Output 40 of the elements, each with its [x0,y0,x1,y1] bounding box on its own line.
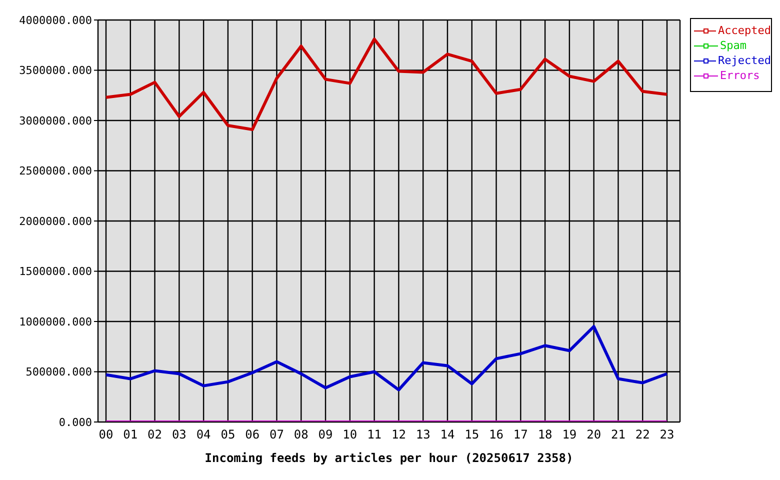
y-tick-label: 2500000.000 [19,164,92,178]
x-tick-label: 02 [148,428,162,442]
x-tick-label: 19 [562,428,577,442]
x-tick-label: 08 [294,428,308,442]
x-tick-label: 13 [416,428,430,442]
x-tick-label: 18 [538,428,552,442]
x-tick-label: 20 [586,428,602,442]
y-tick-label: 500000.000 [26,366,92,379]
x-tick-label: 04 [196,428,211,442]
x-tick-label: 07 [270,428,284,442]
y-tick-label: 0.000 [58,416,92,429]
legend-label: Accepted [718,24,771,37]
x-tick-label: 17 [513,428,528,442]
line-series [104,38,668,132]
legend-label: Rejected [718,54,771,67]
x-tick-label: 01 [123,428,138,442]
x-tick-label: 22 [635,428,650,442]
x-tick-label: 00 [98,428,114,442]
y-tick-label: 3500000.000 [19,64,92,78]
y-tick-label: 4000000.000 [19,14,92,27]
x-tick-label: 12 [391,428,406,442]
line-series [104,325,668,392]
y-tick-label: 3000000.000 [19,114,92,128]
x-tick-label: 06 [245,428,260,442]
x-tick-label: 15 [464,428,480,442]
x-axis-title: Incoming feeds by articles per hour (20250617 2358) [204,451,574,465]
x-tick-label: 10 [342,428,358,442]
legend-label: Spam [720,39,746,52]
y-tick-label: 1000000.000 [19,315,92,328]
y-tick-label: 1500000.000 [19,265,92,278]
x-tick-label: 05 [220,428,236,442]
x-tick-label: 21 [610,428,626,442]
x-tick-label: 14 [440,428,455,442]
x-tick-label: 03 [172,428,186,442]
x-tick-label: 11 [367,428,382,442]
legend-label: Errors [720,69,760,82]
x-tick-label: 23 [660,428,674,442]
x-tick-label: 09 [318,428,333,442]
y-tick-label: 2000000.000 [19,214,92,228]
x-tick-label: 16 [489,428,504,442]
